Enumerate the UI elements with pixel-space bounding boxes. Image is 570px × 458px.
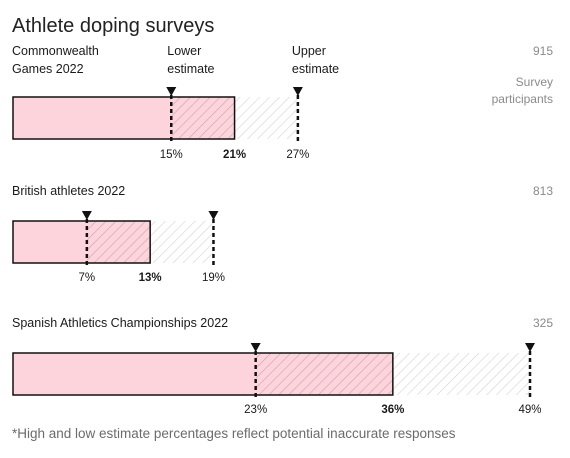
bar-outline [12,352,394,396]
bar-estimate-hatch [86,221,151,263]
participants-count: 915 [533,44,553,58]
bar-upper-range-hatch [234,97,298,139]
lower-estimate-triangle [166,87,177,96]
chart-title: Athlete doping surveys [12,15,214,37]
upper-value-label: 19% [202,272,225,284]
upper-value-label: 49% [518,404,541,416]
participants-header: participants [492,92,553,106]
bar-estimate-hatch [255,353,393,395]
participants-header: Survey [516,75,553,89]
participants-count: 325 [533,316,553,330]
central-value-label: 21% [223,149,246,161]
upper-estimate-triangle [525,343,535,352]
lower-value-label: 7% [79,272,96,284]
survey-row: British athletes 2022 813 7% 13% 19% [12,184,553,284]
lower-estimate-triangle [250,343,261,352]
lower-estimate-label: Lower [167,44,201,58]
series-label: Spanish Athletics Championships 2022 [12,316,228,330]
bar-estimate-hatch [171,97,235,139]
participants-count: 813 [533,184,553,198]
survey-row: Spanish Athletics Championships 2022 325 2… [12,316,553,416]
bar-base-segment [13,353,256,395]
lower-estimate-label: estimate [167,62,214,76]
lower-value-label: 15% [160,149,183,161]
series-label: Commonwealth [12,44,99,58]
bar-base-segment [13,97,172,139]
rows-layer: Commonwealth Games 2022 915 15% 21% 27% Lower e… [12,44,553,416]
footnote: *High and low estimate percentages refle… [12,426,456,441]
bar-outline [12,220,151,264]
upper-estimate-triangle [208,211,219,220]
upper-estimate-label: estimate [292,62,339,76]
upper-estimate-triangle [292,87,303,96]
central-value-label: 13% [139,272,162,284]
lower-estimate-triangle [81,211,92,220]
bar-base-segment [13,221,87,263]
bar-upper-range-hatch [150,221,214,263]
upper-value-label: 27% [286,149,309,161]
bar-upper-range-hatch [392,353,530,395]
series-label: British athletes 2022 [12,184,125,198]
survey-row: Commonwealth Games 2022 915 15% 21% 27% Lower e… [12,44,553,161]
series-label: Games 2022 [12,62,84,76]
lower-value-label: 23% [244,404,267,416]
upper-estimate-label: Upper [292,44,326,58]
central-value-label: 36% [381,404,404,416]
bar-outline [12,96,236,140]
